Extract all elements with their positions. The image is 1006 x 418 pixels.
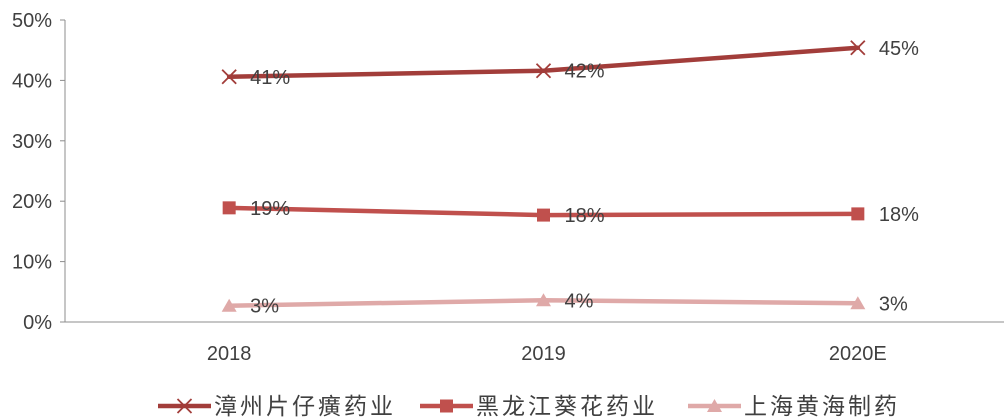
legend-marker [440, 399, 453, 413]
legend-label: 上海黄海制药 [744, 393, 900, 418]
triangle-marker-shape [707, 399, 722, 412]
legend-item-1: 漳州片仔癀药业 [158, 393, 396, 418]
series-2-data-label-2020E: 18% [879, 204, 919, 226]
y-tick-label: 0% [23, 312, 52, 334]
series-layer [221, 40, 866, 312]
series-3-point-2018 [221, 298, 237, 312]
square-marker-shape [440, 399, 453, 413]
series-2-data-label-2019: 18% [565, 205, 605, 227]
square-marker-shape [537, 208, 550, 222]
x-marker-stroke [221, 69, 237, 85]
y-tick-label: 10% [12, 252, 52, 274]
y-tick-label: 40% [12, 70, 52, 92]
square-marker-shape [851, 207, 865, 221]
legend-marker [707, 399, 722, 412]
series-2-point-2018 [222, 201, 236, 215]
series-1-data-label-2019: 42% [565, 61, 605, 83]
series-3-data-label-2020E: 3% [879, 293, 908, 315]
legend: 漳州片仔癀药业 黑龙江葵花药业 上海黄海制药 [158, 393, 900, 418]
series-1-data-label-2020E: 45% [879, 38, 919, 60]
square-marker-shape [222, 201, 236, 215]
series-1-point-2018 [221, 69, 237, 85]
legend-item-2: 黑龙江葵花药业 [420, 393, 658, 418]
axes: 0% 10% 20% 30% 40% 50% 2018 2019 2020E [12, 10, 1004, 365]
series-1-point-2019 [535, 63, 552, 79]
legend-item-3: 上海黄海制药 [688, 393, 900, 418]
legend-marker [176, 398, 193, 414]
series-2-data-label-2018: 19% [250, 198, 290, 220]
x-tick-label: 2020E [829, 343, 887, 365]
data-labels: 41% 42% 45% 19% 18% 18% 3% 4% 3% [250, 38, 919, 318]
series-2-point-2020E [851, 207, 865, 221]
series-3-point-2020E [850, 296, 866, 310]
series-3-data-label-2019: 4% [565, 290, 594, 312]
y-tick-label: 20% [12, 191, 52, 213]
x-marker-stroke [850, 40, 866, 56]
legend-label: 漳州片仔癀药业 [214, 393, 396, 418]
series-2-point-2019 [537, 208, 550, 222]
x-tick-label: 2018 [207, 343, 252, 365]
series-1-point-2020E [850, 40, 866, 56]
y-tick-label: 30% [12, 131, 52, 153]
x-marker-stroke [176, 398, 193, 414]
triangle-marker-shape [850, 296, 866, 310]
series-3-point-2019 [536, 293, 551, 307]
series-3-data-label-2018: 3% [250, 296, 279, 318]
series-1-line [226, 45, 861, 80]
series-1-data-label-2018: 41% [250, 67, 290, 89]
x-marker-stroke [535, 63, 552, 79]
y-tick-label: 50% [12, 10, 52, 32]
triangle-marker-shape [536, 293, 551, 307]
triangle-marker-shape [221, 298, 237, 312]
legend-label: 黑龙江葵花药业 [476, 393, 658, 418]
x-tick-label: 2019 [521, 343, 566, 365]
